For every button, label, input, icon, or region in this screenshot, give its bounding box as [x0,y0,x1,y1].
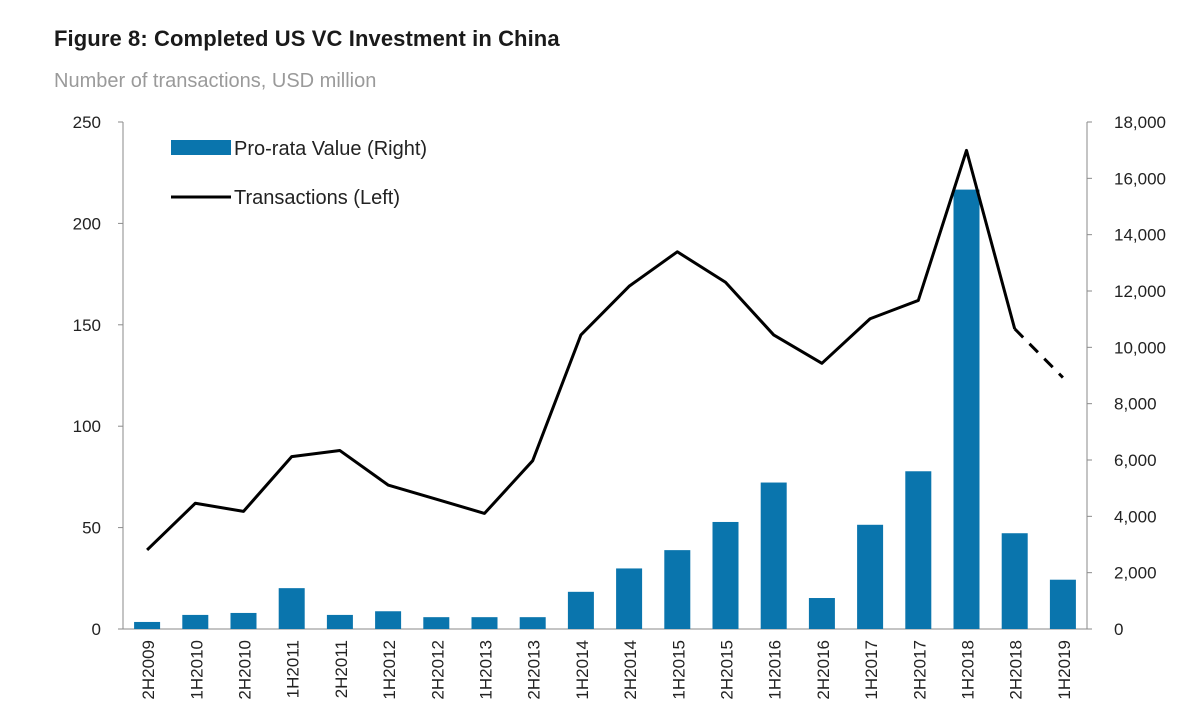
x-tick-label: 2H2015 [718,640,737,700]
right-tick-label: 16,000 [1114,169,1166,188]
chart-subtitle: Number of transactions, USD million [54,70,377,92]
legend-label-line: Transactions (Left) [234,187,400,209]
bar [134,621,161,629]
left-tick-label: 200 [73,214,101,233]
left-tick-label: 50 [82,519,101,538]
x-tick-label: 2H2014 [621,640,640,700]
bar [230,612,257,629]
bar [567,591,594,629]
bar [808,598,835,629]
left-tick-label: 250 [73,113,101,132]
x-tick-label: 1H2014 [573,640,592,700]
bar [664,550,691,629]
bars-series [134,189,1076,629]
left-tick-label: 0 [92,620,101,639]
right-tick-label: 6,000 [1114,451,1157,470]
left-tick-label: 150 [73,316,101,335]
x-tick-label: 2H2010 [236,640,255,700]
x-tick-label: 2H2017 [910,640,929,700]
legend-swatch-bar [171,140,231,155]
bar [278,588,305,629]
bar [519,617,546,629]
x-tick-label: 1H2012 [380,640,399,700]
x-tick-label: 1H2011 [284,640,303,698]
bar [1001,533,1028,629]
axes: 0 50 100 150 200 250 0 2,000 4,000 6,000 8,000 10,0… [73,113,1166,639]
x-tick-label: 1H2018 [959,640,978,700]
right-tick-label: 18,000 [1114,113,1166,132]
bar [471,617,498,629]
x-axis-labels: 2H2009 1H2010 2H2010 1H2011 2H2011 1H2012 2H20… [139,640,1074,700]
right-tick-label: 10,000 [1114,338,1166,357]
bar [905,471,932,629]
x-tick-label: 2H2013 [525,640,544,700]
x-tick-label: 2H2009 [139,640,158,700]
bar [182,614,209,629]
right-tick-label: 8,000 [1114,395,1157,414]
right-tick-label: 0 [1114,620,1123,639]
bar [423,617,450,629]
x-tick-label: 1H2015 [669,640,688,700]
x-tick-label: 1H2010 [187,640,206,700]
x-tick-label: 1H2016 [766,640,785,700]
legend: Pro-rata Value (Right) Transactions (Left… [171,138,427,209]
bar [326,614,353,629]
bar [760,482,787,629]
chart-title: Figure 8: Completed US VC Investment in … [54,26,560,51]
transactions-line [146,148,1017,551]
x-tick-label: 2H2011 [332,640,351,698]
legend-label-bar: Pro-rata Value (Right) [234,138,427,160]
bar [712,521,739,629]
transactions-line-projected [1013,327,1064,379]
right-tick-label: 4,000 [1114,507,1157,526]
bar [857,524,884,629]
left-tick-label: 100 [73,417,101,436]
bar [616,568,643,629]
x-tick-label: 1H2019 [1055,640,1074,700]
bar [1049,579,1076,629]
x-tick-label: 2H2012 [428,640,447,700]
x-tick-label: 1H2017 [862,640,881,700]
x-tick-label: 1H2013 [477,640,496,700]
bar [375,611,402,629]
bar [953,189,980,629]
right-tick-label: 12,000 [1114,282,1166,301]
line-series [146,148,1064,551]
x-tick-label: 2H2018 [1007,640,1026,700]
right-tick-label: 14,000 [1114,226,1166,245]
x-tick-label: 2H2016 [814,640,833,700]
right-tick-label: 2,000 [1114,564,1157,583]
